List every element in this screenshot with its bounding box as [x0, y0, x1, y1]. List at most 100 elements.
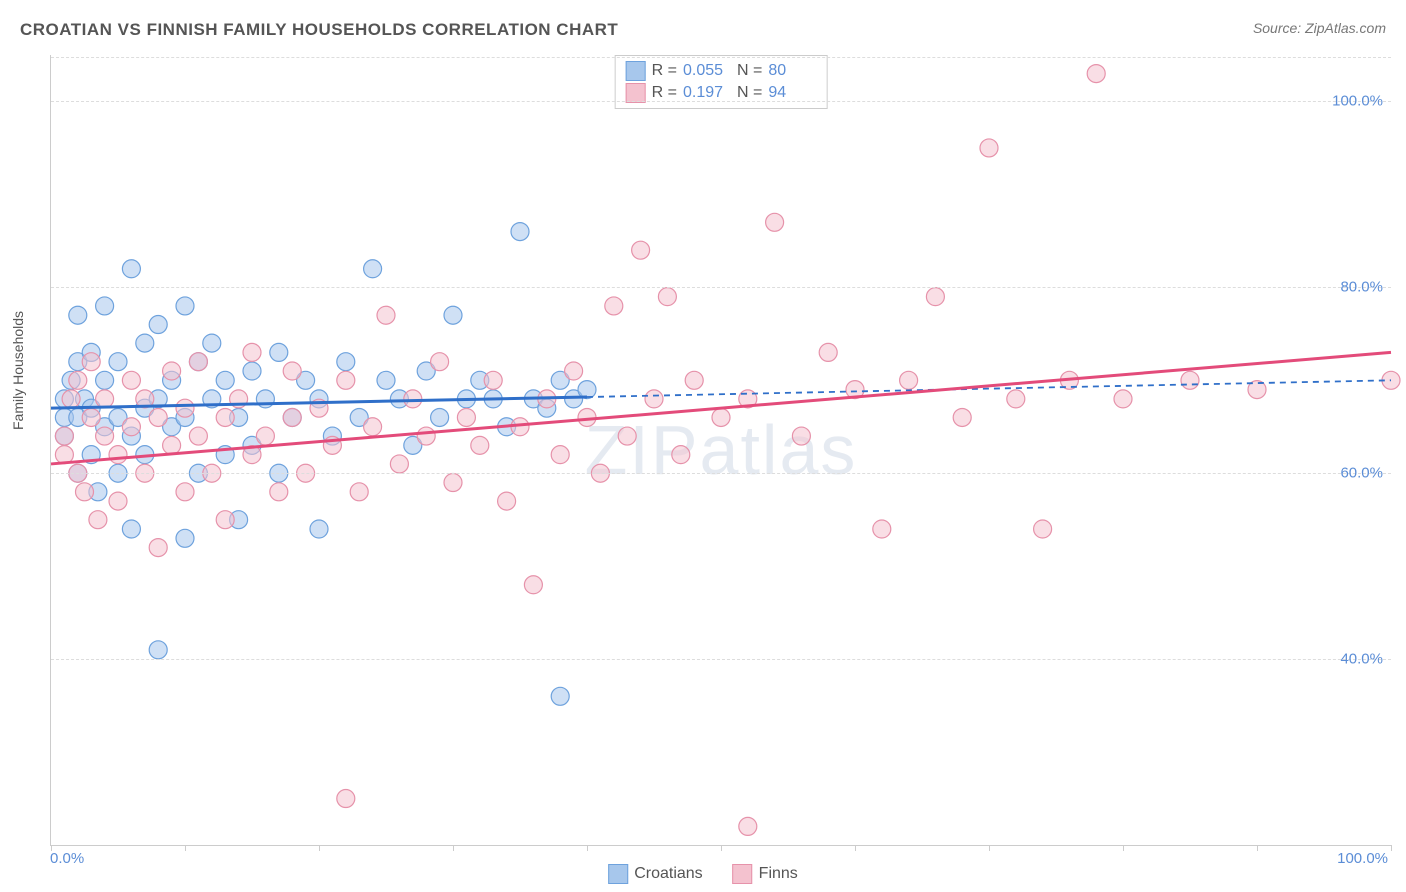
legend-swatch: [608, 864, 628, 884]
x-axis-max-label: 100.0%: [1337, 850, 1388, 867]
scatter-point: [109, 353, 127, 371]
scatter-point: [122, 371, 140, 389]
scatter-point: [926, 288, 944, 306]
scatter-point: [163, 436, 181, 454]
scatter-point: [109, 446, 127, 464]
scatter-point: [417, 427, 435, 445]
scatter-point: [96, 427, 114, 445]
scatter-point: [337, 353, 355, 371]
scatter-point: [203, 334, 221, 352]
scatter-point: [498, 492, 516, 510]
x-tick-mark: [855, 845, 856, 851]
scatter-point: [69, 306, 87, 324]
scatter-point: [511, 223, 529, 241]
scatter-point: [310, 520, 328, 538]
scatter-point: [243, 343, 261, 361]
scatter-point: [96, 371, 114, 389]
gridline-h: [51, 473, 1391, 474]
legend-bottom-label: Finns: [759, 865, 798, 883]
scatter-point: [189, 427, 207, 445]
scatter-point: [364, 418, 382, 436]
y-tick-label: 40.0%: [1340, 651, 1383, 668]
scatter-point: [1114, 390, 1132, 408]
scatter-point: [216, 408, 234, 426]
scatter-point: [270, 343, 288, 361]
scatter-point: [149, 408, 167, 426]
legend-bottom-label: Croatians: [634, 865, 702, 883]
scatter-point: [176, 297, 194, 315]
scatter-point: [980, 139, 998, 157]
plot-area: ZIPatlas R =0.055 N =80R =0.197 N =94 40…: [50, 55, 1391, 846]
scatter-point: [216, 511, 234, 529]
scatter-point: [69, 371, 87, 389]
scatter-point: [632, 241, 650, 259]
scatter-point: [565, 362, 583, 380]
x-axis-min-label: 0.0%: [50, 850, 84, 867]
x-tick-mark: [587, 845, 588, 851]
scatter-point: [672, 446, 690, 464]
y-axis-label: Family Households: [10, 311, 26, 430]
scatter-point: [551, 446, 569, 464]
scatter-point: [390, 455, 408, 473]
scatter-point: [484, 371, 502, 389]
scatter-point: [645, 390, 663, 408]
gridline-h: [51, 287, 1391, 288]
scatter-point: [149, 641, 167, 659]
legend-swatch: [626, 61, 646, 81]
scatter-point: [149, 539, 167, 557]
scatter-point: [444, 306, 462, 324]
scatter-point: [873, 520, 891, 538]
scatter-point: [739, 817, 757, 835]
scatter-point: [551, 687, 569, 705]
x-tick-mark: [1391, 845, 1392, 851]
x-tick-mark: [185, 845, 186, 851]
x-tick-mark: [1123, 845, 1124, 851]
scatter-point: [1087, 65, 1105, 83]
scatter-point: [176, 529, 194, 547]
scatter-svg: [51, 55, 1391, 845]
x-tick-mark: [453, 845, 454, 851]
gridline-h: [51, 57, 1391, 58]
legend-n-label: N =: [737, 60, 762, 82]
y-tick-label: 80.0%: [1340, 279, 1383, 296]
scatter-point: [109, 492, 127, 510]
scatter-point: [377, 306, 395, 324]
scatter-point: [471, 436, 489, 454]
scatter-point: [337, 371, 355, 389]
legend-r-value: 0.055: [683, 60, 731, 82]
gridline-h: [51, 101, 1391, 102]
scatter-point: [163, 362, 181, 380]
series-legend: Croatians Finns: [608, 864, 798, 884]
scatter-point: [792, 427, 810, 445]
scatter-point: [176, 483, 194, 501]
source-attribution: Source: ZipAtlas.com: [1253, 20, 1386, 36]
scatter-point: [216, 371, 234, 389]
scatter-point: [431, 408, 449, 426]
scatter-point: [953, 408, 971, 426]
legend-row: R =0.055 N =80: [626, 60, 817, 82]
scatter-point: [283, 362, 301, 380]
scatter-point: [122, 418, 140, 436]
scatter-point: [766, 213, 784, 231]
scatter-point: [82, 353, 100, 371]
scatter-point: [364, 260, 382, 278]
legend-swatch: [733, 864, 753, 884]
x-tick-mark: [721, 845, 722, 851]
y-tick-label: 60.0%: [1340, 465, 1383, 482]
scatter-point: [350, 483, 368, 501]
scatter-point: [149, 316, 167, 334]
scatter-point: [900, 371, 918, 389]
scatter-point: [89, 511, 107, 529]
scatter-point: [283, 408, 301, 426]
scatter-point: [431, 353, 449, 371]
scatter-point: [404, 390, 422, 408]
scatter-point: [618, 427, 636, 445]
scatter-point: [712, 408, 730, 426]
legend-n-value: 80: [768, 60, 816, 82]
scatter-point: [96, 390, 114, 408]
scatter-point: [819, 343, 837, 361]
scatter-point: [136, 334, 154, 352]
chart-container: CROATIAN VS FINNISH FAMILY HOUSEHOLDS CO…: [0, 0, 1406, 892]
scatter-point: [82, 408, 100, 426]
scatter-point: [377, 371, 395, 389]
